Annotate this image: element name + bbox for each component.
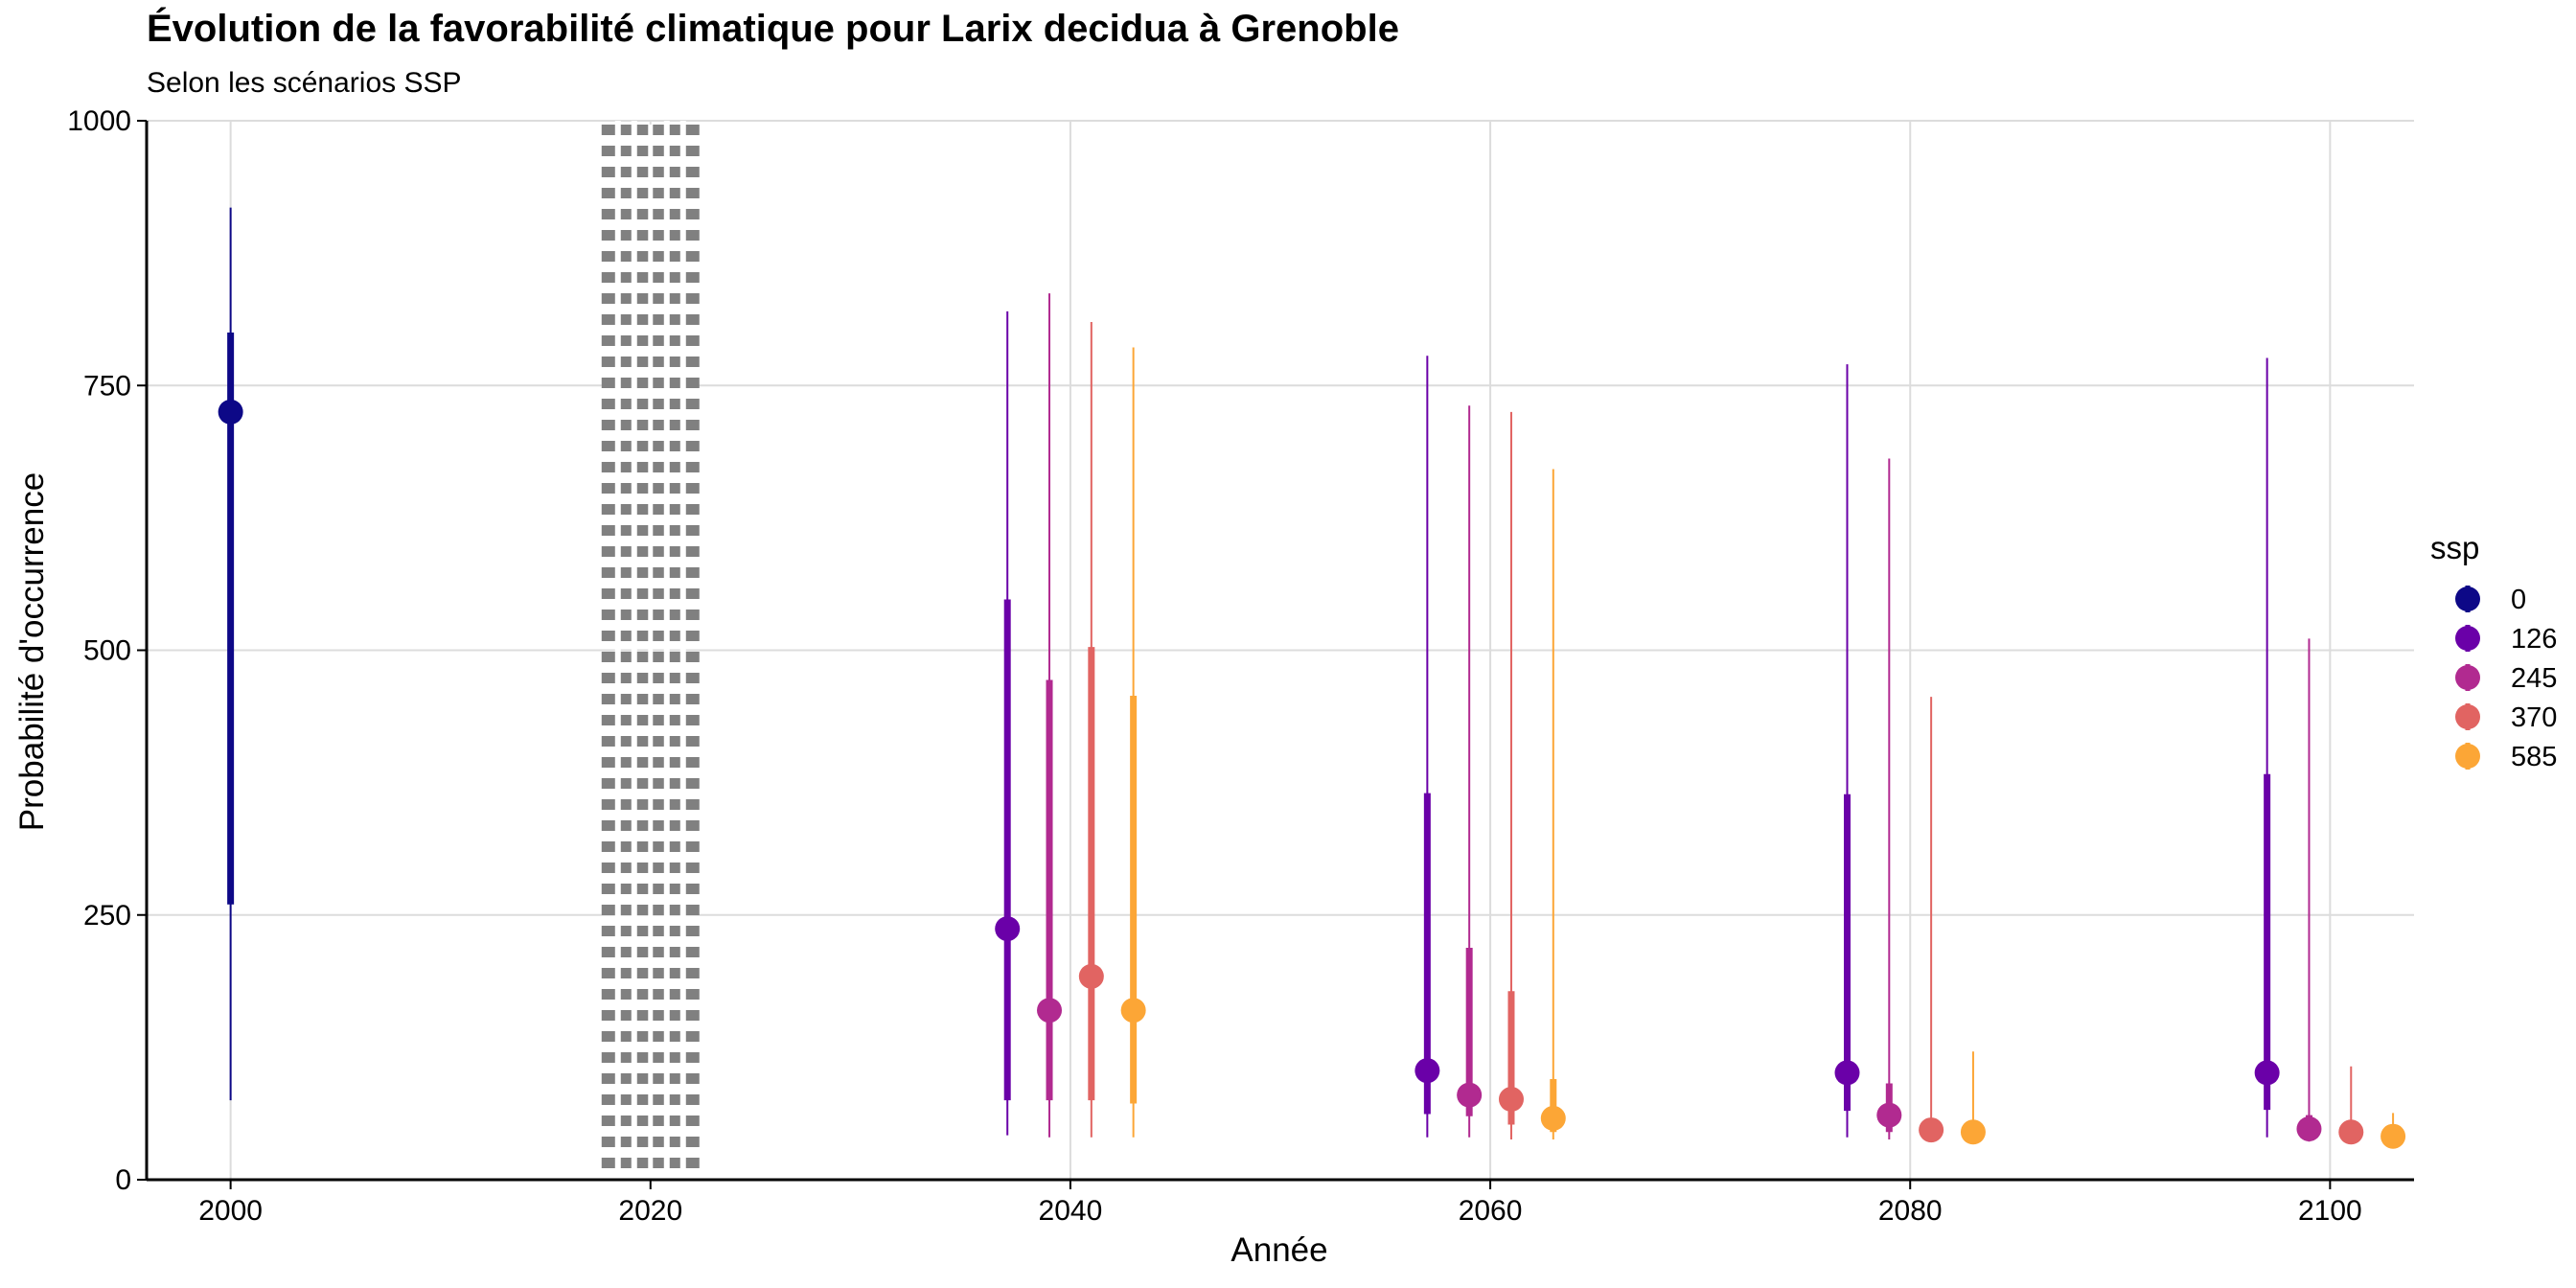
point-ssp126-2037 <box>995 916 1021 942</box>
legend-label-ssp126: 126 <box>2511 624 2557 655</box>
point-ssp370-2101 <box>2338 1119 2364 1145</box>
axis-layer: 0 250 500 750 1000 2000 2020 2040 2060 2080 2100 <box>67 105 2414 1227</box>
y-tick-label-750: 750 <box>83 370 131 402</box>
legend-key-ssp126 <box>2455 626 2480 651</box>
point-ssp585-2063 <box>1540 1105 1566 1131</box>
grid-layer <box>147 120 2414 1181</box>
x-tick-label-2080: 2080 <box>1878 1195 1943 1227</box>
point-ssp245-2039 <box>1037 998 1063 1024</box>
y-tick-label-1000: 1000 <box>67 105 131 137</box>
point-ssp126-2097 <box>2254 1060 2280 1086</box>
legend-label-ssp245: 245 <box>2511 663 2557 694</box>
legend-title: ssp <box>2430 530 2479 565</box>
point-ssp370-2041 <box>1078 963 1104 989</box>
point-ssp585-2083 <box>1960 1119 1986 1145</box>
point-ssp245-2079 <box>1876 1102 1902 1128</box>
x-tick-label-2000: 2000 <box>198 1195 263 1227</box>
legend-key-ssp585 <box>2455 744 2480 769</box>
y-tick-label-0: 0 <box>115 1164 131 1196</box>
y-axis-title: Probabilité d'occurrence <box>13 472 51 831</box>
x-tick-label-2020: 2020 <box>618 1195 682 1227</box>
y-tick-label-250: 250 <box>83 900 131 932</box>
x-axis-title: Année <box>1230 1231 1327 1269</box>
point-ssp585-2043 <box>1120 998 1146 1024</box>
point-ssp370-2081 <box>1919 1117 1944 1143</box>
point-ssp370-2061 <box>1498 1087 1524 1113</box>
legend-key-ssp370 <box>2455 704 2480 729</box>
reference-line-layer <box>601 121 700 1180</box>
x-tick-label-2060: 2060 <box>1459 1195 1523 1227</box>
point-ssp126-2077 <box>1834 1060 1860 1086</box>
point-ssp245-2099 <box>2296 1116 2322 1141</box>
mark-layer <box>218 207 2406 1149</box>
y-tick-label-500: 500 <box>83 635 131 667</box>
point-ssp585-2103 <box>2380 1123 2406 1149</box>
chart-title: Évolution de la favorabilité climatique … <box>147 8 1399 50</box>
legend-label-ssp370: 370 <box>2511 702 2557 733</box>
legend: ssp 0 126 245 370 585 <box>2430 530 2557 772</box>
legend-key-ssp245 <box>2455 665 2480 690</box>
chart-subtitle: Selon les scénarios SSP <box>147 67 462 99</box>
point-ssp245-2059 <box>1457 1082 1483 1108</box>
point-ssp0-2000 <box>218 399 243 425</box>
point-ssp126-2057 <box>1414 1058 1440 1084</box>
legend-label-ssp0: 0 <box>2511 585 2526 615</box>
legend-key-ssp0 <box>2455 586 2480 611</box>
x-tick-label-2040: 2040 <box>1039 1195 1103 1227</box>
x-tick-label-2100: 2100 <box>2298 1195 2362 1227</box>
legend-label-ssp585: 585 <box>2511 742 2557 772</box>
